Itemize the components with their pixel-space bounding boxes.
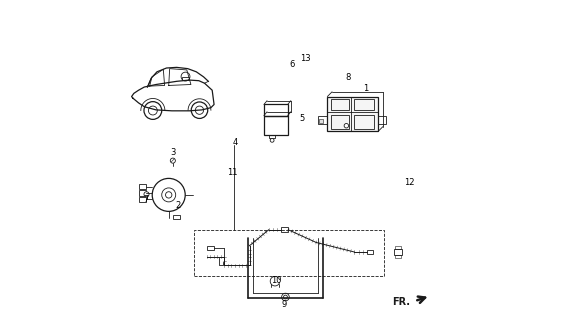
Bar bbox=[394, 249, 402, 255]
Bar bbox=[139, 190, 146, 196]
Circle shape bbox=[162, 188, 176, 202]
Circle shape bbox=[191, 102, 208, 118]
Circle shape bbox=[270, 139, 274, 142]
Text: 2: 2 bbox=[176, 202, 181, 211]
Text: 7: 7 bbox=[143, 195, 149, 204]
Bar bbox=[319, 116, 327, 124]
Bar bbox=[367, 250, 373, 254]
Text: FR.: FR. bbox=[393, 297, 410, 307]
Circle shape bbox=[282, 293, 289, 301]
Bar bbox=[332, 115, 349, 129]
Bar bbox=[319, 119, 323, 123]
Text: 10: 10 bbox=[271, 276, 282, 285]
Text: 3: 3 bbox=[171, 148, 176, 156]
Circle shape bbox=[152, 178, 185, 212]
Circle shape bbox=[144, 192, 149, 197]
Bar bbox=[139, 184, 146, 189]
Text: 4: 4 bbox=[233, 138, 238, 147]
Bar bbox=[395, 255, 401, 258]
Circle shape bbox=[166, 192, 172, 198]
Bar bbox=[264, 116, 288, 135]
Text: 12: 12 bbox=[405, 178, 415, 187]
Bar bbox=[395, 246, 401, 249]
Bar bbox=[139, 197, 146, 202]
Text: 5: 5 bbox=[299, 114, 304, 123]
Text: 6: 6 bbox=[290, 60, 295, 69]
Circle shape bbox=[144, 102, 162, 119]
Bar bbox=[207, 246, 214, 251]
Text: 8: 8 bbox=[345, 73, 351, 82]
Text: 1: 1 bbox=[363, 84, 368, 93]
Circle shape bbox=[344, 124, 349, 128]
Circle shape bbox=[170, 158, 175, 163]
Text: 9: 9 bbox=[282, 300, 287, 309]
Circle shape bbox=[195, 106, 204, 114]
Text: 13: 13 bbox=[300, 54, 311, 63]
Bar bbox=[174, 215, 180, 219]
Bar bbox=[264, 105, 288, 116]
Bar bbox=[378, 116, 386, 124]
Bar bbox=[281, 227, 288, 232]
Bar bbox=[327, 97, 378, 132]
Bar bbox=[269, 135, 275, 139]
Bar bbox=[354, 115, 374, 129]
Text: 11: 11 bbox=[227, 168, 237, 177]
Circle shape bbox=[283, 295, 287, 299]
Bar bbox=[332, 99, 349, 110]
Circle shape bbox=[149, 106, 157, 115]
Bar bbox=[194, 230, 385, 276]
Bar bbox=[354, 99, 374, 110]
Circle shape bbox=[181, 72, 190, 81]
Bar bbox=[182, 76, 189, 80]
